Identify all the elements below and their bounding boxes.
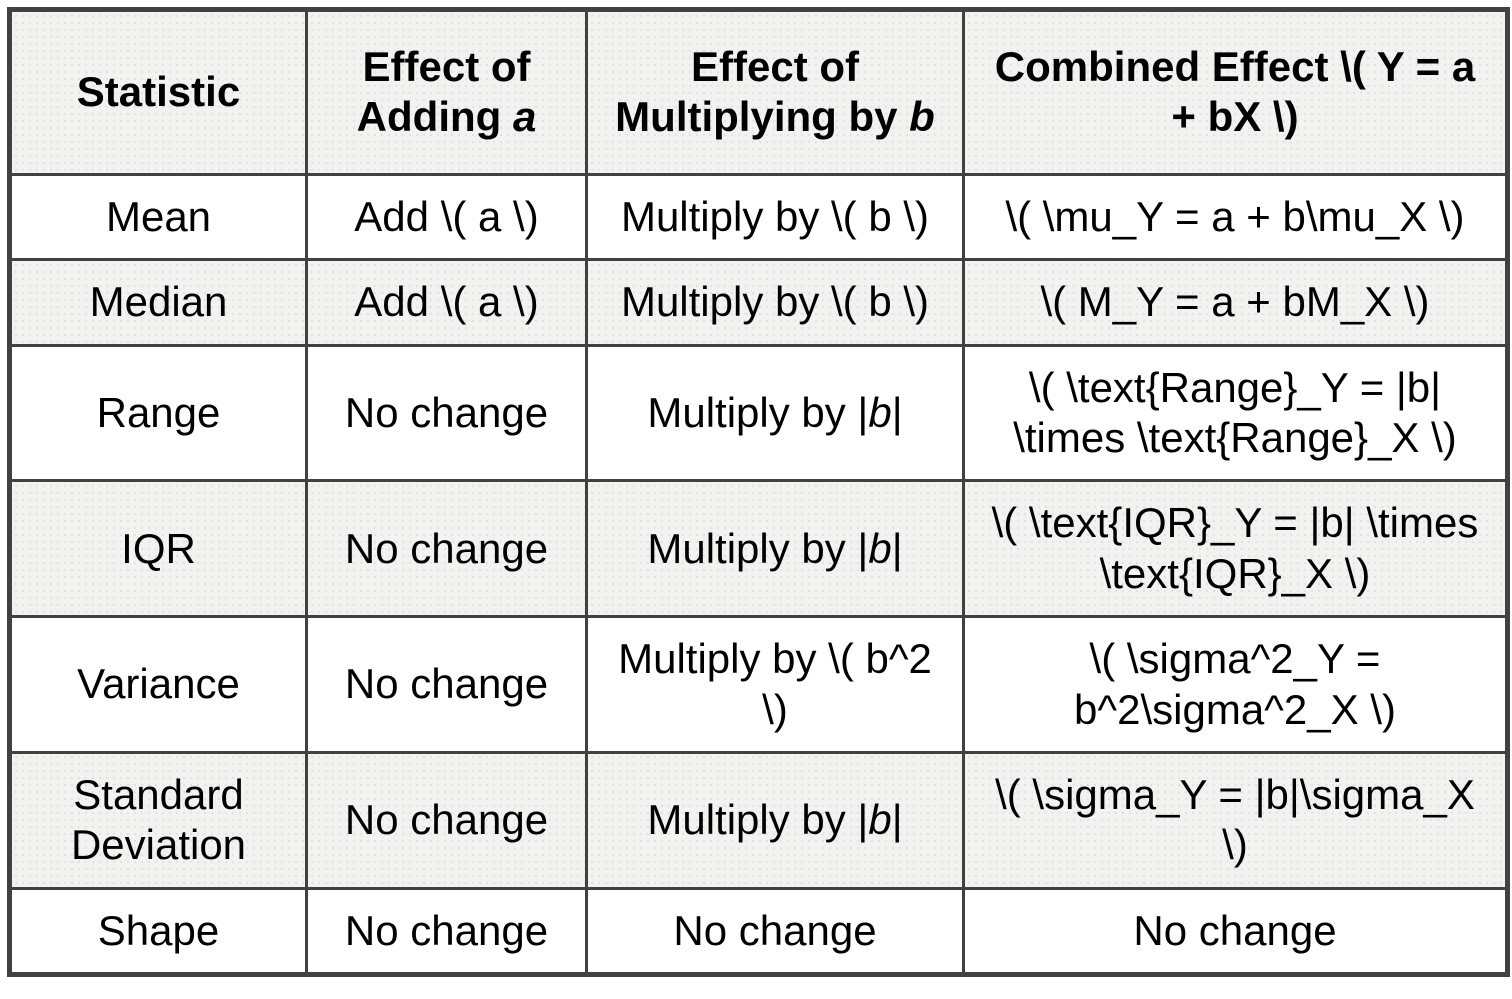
cell-text: Add \( a \) bbox=[354, 192, 539, 240]
cell-text: No change bbox=[673, 906, 877, 954]
statistic-cell: Shape bbox=[8, 886, 308, 977]
cell-text: Multiply by \( b^2 \) bbox=[618, 635, 932, 733]
header-row: Statistic Effect of Adding a Effect of Mul… bbox=[8, 8, 1509, 176]
cell-text: Add \( a \) bbox=[354, 278, 539, 326]
statistic-cell: Median bbox=[8, 258, 308, 347]
cell-text: \( \text{Range}_Y = |b| \times \text{Ran… bbox=[1013, 363, 1457, 461]
table-row: Variance No change Multiply by \( b^2 \) \(… bbox=[8, 615, 1509, 754]
cell-text: Range bbox=[96, 388, 221, 436]
effect-cell: No change bbox=[305, 615, 588, 754]
cell-text: | bbox=[891, 388, 903, 436]
cell-text: Combined Effect \( Y = a + bX \) bbox=[994, 43, 1476, 141]
italic-variable: b bbox=[868, 388, 892, 436]
cell-text: Multiply by | bbox=[647, 796, 869, 844]
cell-text: Effect of Multiplying by bbox=[615, 43, 910, 141]
cell-text: Multiply by \( b \) bbox=[620, 192, 930, 240]
cell-text: Shape bbox=[97, 906, 220, 954]
cell-text: No change bbox=[344, 524, 549, 572]
column-header-effect-of-adding-a: Effect of Adding a bbox=[305, 8, 588, 176]
effect-cell: Multiply by \( b \) bbox=[585, 258, 965, 347]
effect-cell: No change bbox=[962, 886, 1509, 977]
italic-variable: a bbox=[512, 93, 537, 141]
effect-cell: \( \sigma_Y = |b|\sigma_X \) bbox=[962, 750, 1509, 890]
column-header-combined-effect: Combined Effect \( Y = a + bX \) bbox=[962, 8, 1509, 176]
column-header-effect-of-multiplying-by-b: Effect of Multiplying by b bbox=[585, 8, 965, 176]
cell-text: Multiply by | bbox=[647, 524, 869, 572]
cell-text: \( \mu_Y = a + b\mu_X \) bbox=[1005, 192, 1465, 240]
effect-cell: Add \( a \) bbox=[305, 172, 588, 262]
italic-variable: b bbox=[868, 524, 892, 572]
cell-text: No change bbox=[344, 660, 549, 708]
effect-cell: Add \( a \) bbox=[305, 258, 588, 347]
cell-text: Multiply by | bbox=[647, 388, 869, 436]
table-header: Statistic Effect of Adding a Effect of Mul… bbox=[8, 8, 1509, 176]
cell-text: \( \sigma_Y = |b|\sigma_X \) bbox=[995, 770, 1475, 869]
table-body: Mean Add \( a \) Multiply by \( b \) \( \mu… bbox=[8, 172, 1509, 977]
effect-cell: Multiply by |b| bbox=[585, 479, 965, 619]
effect-cell: \( \mu_Y = a + b\mu_X \) bbox=[962, 172, 1509, 262]
cell-text: Standard Deviation bbox=[70, 770, 247, 869]
cell-text: No change bbox=[1133, 906, 1337, 954]
column-header-statistic: Statistic bbox=[8, 8, 308, 176]
effect-cell: No change bbox=[305, 479, 588, 619]
statistic-cell: Variance bbox=[8, 615, 308, 754]
cell-text: | bbox=[891, 524, 903, 572]
cell-text: \( M_Y = a + bM_X \) bbox=[1040, 278, 1430, 326]
cell-text: No change bbox=[344, 388, 549, 436]
table-row: Shape No change No change No change bbox=[8, 886, 1509, 977]
cell-text: Statistic bbox=[76, 68, 241, 116]
statistic-cell: Mean bbox=[8, 172, 308, 262]
cell-text: No change bbox=[344, 906, 549, 954]
cell-text: Multiply by \( b \) bbox=[620, 278, 930, 326]
table-row: IQR No change Multiply by |b| \( \text{IQR}… bbox=[8, 479, 1509, 619]
cell-text: IQR bbox=[121, 524, 196, 572]
cell-text: Mean bbox=[105, 192, 212, 240]
cell-text: Median bbox=[89, 278, 228, 326]
effect-cell: \( \text{Range}_Y = |b| \times \text{Ran… bbox=[962, 343, 1509, 483]
cell-text: Effect of Adding bbox=[356, 43, 531, 141]
effect-cell: \( \sigma^2_Y = b^2\sigma^2_X \) bbox=[962, 615, 1509, 754]
table-row: Mean Add \( a \) Multiply by \( b \) \( \mu… bbox=[8, 172, 1509, 262]
effect-cell: Multiply by |b| bbox=[585, 750, 965, 890]
statistic-cell: Standard Deviation bbox=[8, 750, 308, 890]
cell-text: No change bbox=[344, 796, 549, 844]
statistic-cell: IQR bbox=[8, 479, 308, 619]
effect-cell: Multiply by |b| bbox=[585, 343, 965, 483]
effect-cell: No change bbox=[585, 886, 965, 977]
cell-text: | bbox=[891, 796, 903, 844]
table-row: Range No change Multiply by |b| \( \text{Ra… bbox=[8, 343, 1509, 483]
cell-text: \( \text{IQR}_Y = |b| \times \text{IQR}_… bbox=[991, 499, 1479, 597]
effect-cell: Multiply by \( b^2 \) bbox=[585, 615, 965, 754]
cell-text: Variance bbox=[77, 660, 240, 708]
effect-cell: No change bbox=[305, 886, 588, 977]
effect-cell: No change bbox=[305, 750, 588, 890]
effect-cell: \( M_Y = a + bM_X \) bbox=[962, 258, 1509, 347]
statistic-cell: Range bbox=[8, 343, 308, 483]
statistics-transformation-table: Statistic Effect of Adding a Effect of Mul… bbox=[7, 7, 1510, 978]
effect-cell: No change bbox=[305, 343, 588, 483]
cell-text: \( \sigma^2_Y = b^2\sigma^2_X \) bbox=[1074, 635, 1396, 733]
italic-variable: b bbox=[868, 796, 892, 844]
effect-cell: \( \text{IQR}_Y = |b| \times \text{IQR}_… bbox=[962, 479, 1509, 619]
effect-cell: Multiply by \( b \) bbox=[585, 172, 965, 262]
table-row: Standard Deviation No change Multiply by |… bbox=[8, 750, 1509, 890]
italic-variable: b bbox=[909, 93, 935, 141]
table-row: Median Add \( a \) Multiply by \( b \) \( M… bbox=[8, 258, 1509, 347]
